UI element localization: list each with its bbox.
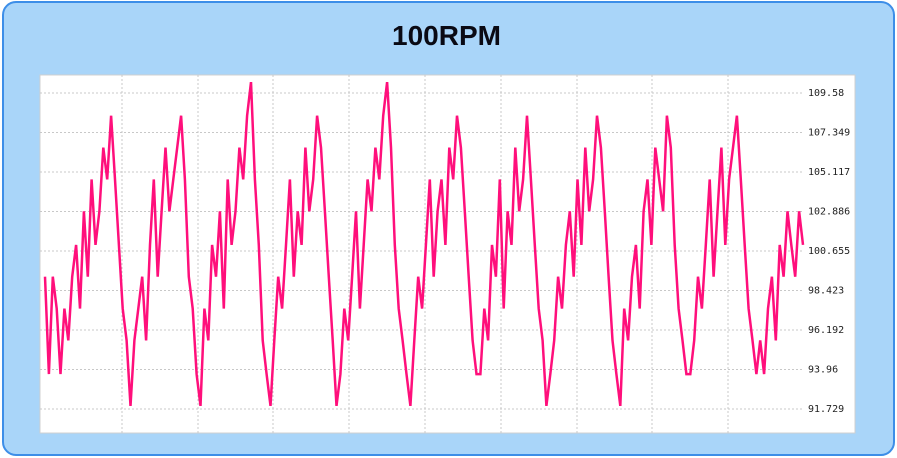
y-tick-label: 96.192 [808,325,844,336]
y-tick-label: 91.729 [808,404,844,415]
y-tick-label: 107.349 [808,128,850,139]
y-tick-label: 102.886 [808,207,850,218]
chart-title: 100RPM [392,20,501,51]
signal-line [43,81,805,407]
y-tick-label: 109.58 [808,88,844,99]
y-tick-label: 93.96 [808,364,838,375]
plot-area [39,74,856,434]
y-tick-label: 98.423 [808,285,844,296]
y-tick-label: 105.117 [808,167,850,178]
y-tick-label: 100.655 [808,246,850,257]
